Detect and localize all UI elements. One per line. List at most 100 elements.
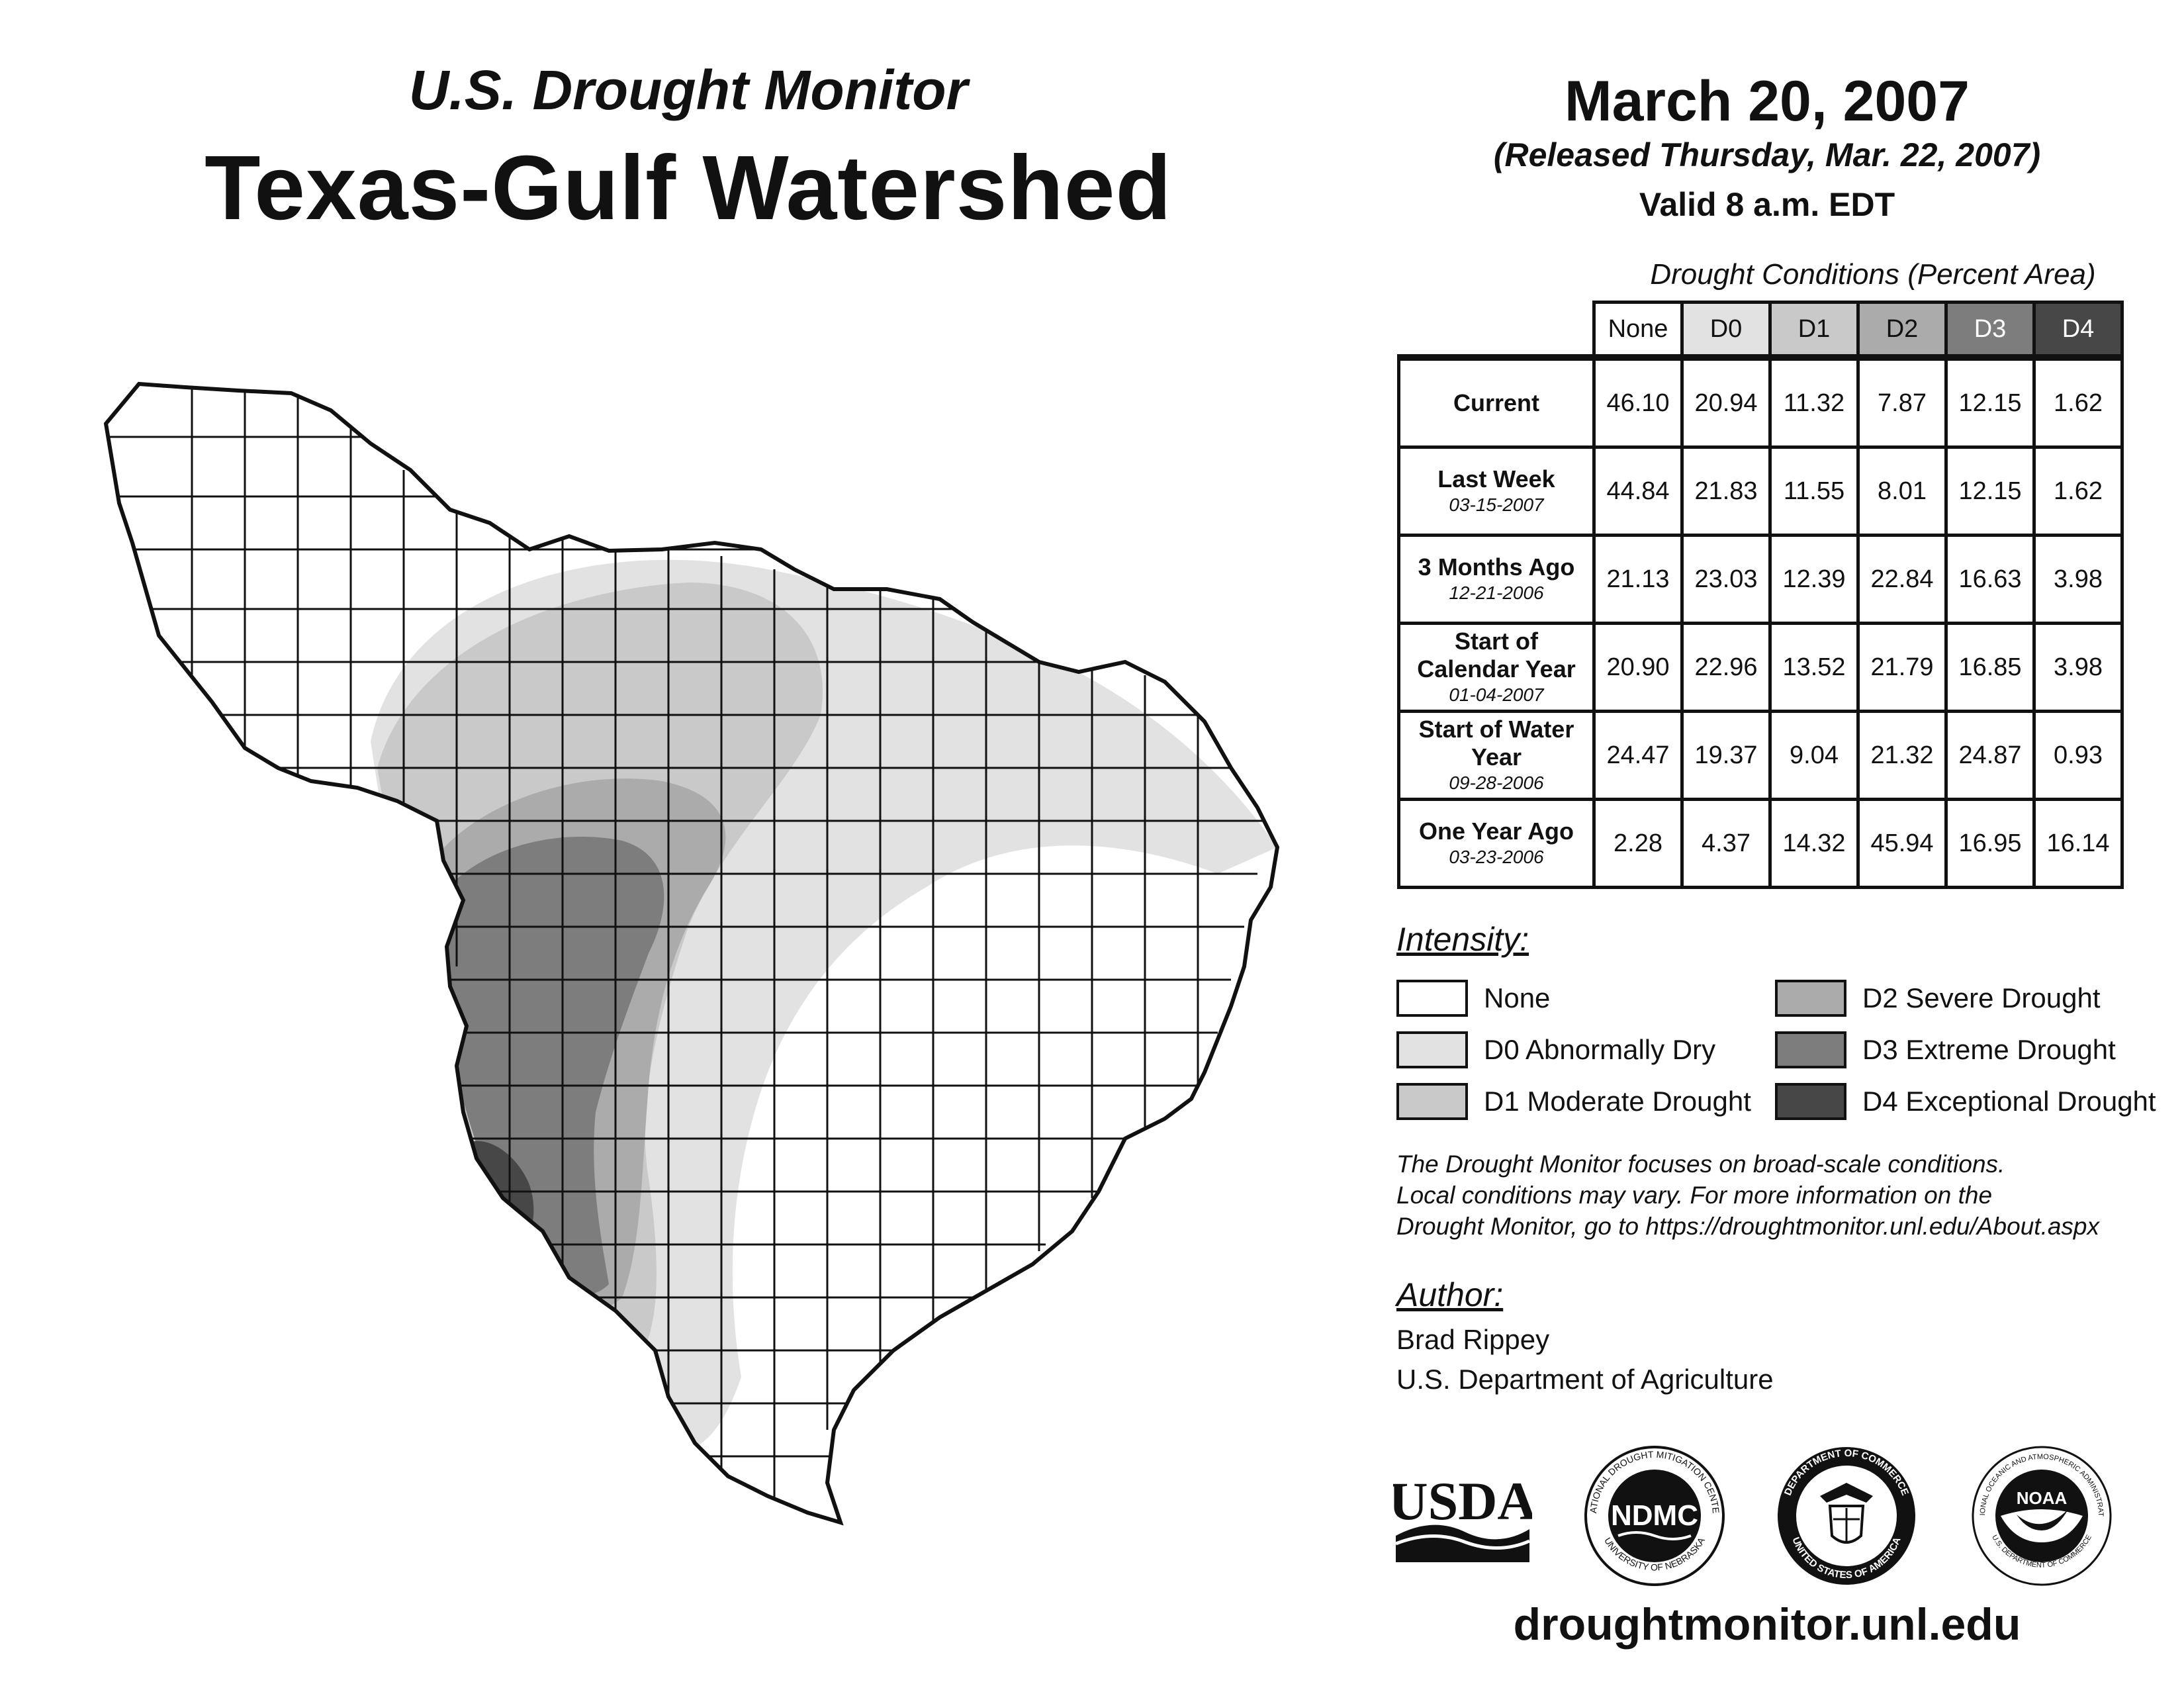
table-cell: 22.96 xyxy=(1680,622,1772,713)
table-cell: 13.52 xyxy=(1768,622,1860,713)
col-header-d0: D0 xyxy=(1680,301,1772,359)
legend-swatch xyxy=(1775,1083,1846,1120)
table-cell: 1.62 xyxy=(2032,354,2124,449)
ndmc-logo-text: NDMC xyxy=(1611,1499,1698,1532)
table-cell: 4.37 xyxy=(1680,798,1772,889)
table-cell: 20.90 xyxy=(1592,622,1684,713)
row-label: Start of Calendar Year 01-04-2007 xyxy=(1397,622,1596,713)
table-cell: 1.62 xyxy=(2032,445,2124,537)
row-label: One Year Ago 03-23-2006 xyxy=(1397,798,1596,889)
table-cell: 19.37 xyxy=(1680,710,1772,801)
website-url: droughtmonitor.unl.edu xyxy=(1513,1599,2021,1650)
row-date: 01-04-2007 xyxy=(1449,684,1544,705)
table-cell: 3.98 xyxy=(2032,534,2124,625)
table-cell: 45.94 xyxy=(1856,798,1948,889)
row-label: Current xyxy=(1397,354,1596,449)
usda-logo: USDA xyxy=(1393,1471,1532,1562)
row-title: Start of Water Year xyxy=(1418,716,1574,771)
table-header-row: None D0 D1 D2 D3 D4 xyxy=(1399,301,2124,359)
table-cell: 46.10 xyxy=(1592,354,1684,449)
table-cell: 16.63 xyxy=(1944,534,2036,625)
map-title: Texas-Gulf Watershed xyxy=(205,137,1172,239)
legend-swatch xyxy=(1396,1031,1468,1068)
legend-item-d1: D1 Moderate Drought xyxy=(1396,1082,1751,1121)
table-cell: 22.84 xyxy=(1856,534,1948,625)
author-heading: Author: xyxy=(1396,1276,1504,1313)
map-subtitle: U.S. Drought Monitor xyxy=(408,59,968,121)
legend-label: D2 Severe Drought xyxy=(1862,982,2101,1013)
table-cell: 20.94 xyxy=(1680,354,1772,449)
drought-conditions-table: None D0 D1 D2 D3 D4 Current 46.10 20.94 … xyxy=(1397,301,2124,889)
table-cell: 21.13 xyxy=(1592,534,1684,625)
row-title: Last Week xyxy=(1437,465,1555,492)
table-row: Last Week 03-15-2007 44.84 21.83 11.55 8.… xyxy=(1397,445,2124,537)
table-cell: 16.14 xyxy=(2032,798,2124,889)
legend-item-d4: D4 Exceptional Drought xyxy=(1775,1082,2156,1121)
col-header-d2: D2 xyxy=(1856,301,1948,359)
col-header-d4: D4 xyxy=(2032,301,2124,359)
row-title: 3 Months Ago xyxy=(1418,553,1575,581)
table-cell: 12.39 xyxy=(1768,534,1860,625)
legend-label: D3 Extreme Drought xyxy=(1862,1034,2116,1065)
table-row: 3 Months Ago 12-21-2006 21.13 23.03 12.39… xyxy=(1397,534,2124,625)
usda-logo-text: USDA xyxy=(1393,1471,1532,1531)
table-cell: 12.15 xyxy=(1944,354,2036,449)
table-row: Current 46.10 20.94 11.32 7.87 12.15 1.6… xyxy=(1397,354,2124,449)
table-cell: 11.32 xyxy=(1768,354,1860,449)
legend-label: None xyxy=(1484,982,1551,1013)
table-cell: 24.87 xyxy=(1944,710,2036,801)
valid-time: Valid 8 a.m. EDT xyxy=(1639,186,1895,223)
legend-item-d2: D2 Severe Drought xyxy=(1775,978,2101,1018)
row-title: One Year Ago xyxy=(1418,818,1574,845)
table-row: Start of Calendar Year 01-04-2007 20.90 2… xyxy=(1397,622,2124,713)
legend-item-d0: D0 Abnormally Dry xyxy=(1396,1030,1715,1070)
noaa-logo-text: NOAA xyxy=(2017,1488,2068,1508)
author-name: Brad Rippey xyxy=(1396,1324,1550,1355)
table-cell: 44.84 xyxy=(1592,445,1684,537)
legend-swatch xyxy=(1396,980,1468,1017)
table-row: Start of Water Year 09-28-2006 24.47 19.3… xyxy=(1397,710,2124,801)
table-caption: Drought Conditions (Percent Area) xyxy=(1650,258,2096,291)
drought-map xyxy=(93,371,1291,1542)
table-cell: 24.47 xyxy=(1592,710,1684,801)
map-date: March 20, 2007 xyxy=(1565,70,1970,133)
table-cell: 11.55 xyxy=(1768,445,1860,537)
table-cell: 0.93 xyxy=(2032,710,2124,801)
row-date: 12-21-2006 xyxy=(1449,583,1544,603)
table-cell: 16.95 xyxy=(1944,798,2036,889)
legend-swatch xyxy=(1775,1031,1846,1068)
table-cell: 14.32 xyxy=(1768,798,1860,889)
row-date: 03-23-2006 xyxy=(1449,847,1544,867)
table-corner xyxy=(1399,303,1594,358)
doc-logo: DEPARTMENT OF COMMERCE UNITED STATES OF … xyxy=(1778,1447,1915,1585)
col-header-none: None xyxy=(1592,301,1684,359)
row-title: Current xyxy=(1453,389,1539,416)
legend-label: D1 Moderate Drought xyxy=(1484,1086,1751,1117)
author-organization: U.S. Department of Agriculture xyxy=(1396,1364,1774,1395)
legend-label: D4 Exceptional Drought xyxy=(1862,1086,2156,1117)
row-label: Start of Water Year 09-28-2006 xyxy=(1397,710,1596,801)
row-label: Last Week 03-15-2007 xyxy=(1397,445,1596,537)
legend-item-d3: D3 Extreme Drought xyxy=(1775,1030,2116,1070)
row-label: 3 Months Ago 12-21-2006 xyxy=(1397,534,1596,625)
legend-title: Intensity: xyxy=(1396,921,1529,958)
table-cell: 2.28 xyxy=(1592,798,1684,889)
table-cell: 23.03 xyxy=(1680,534,1772,625)
noaa-logo: NATIONAL OCEANIC AND ATMOSPHERIC ADMINIS… xyxy=(1969,1443,2112,1586)
row-date: 09-28-2006 xyxy=(1449,773,1544,793)
table-cell: 9.04 xyxy=(1768,710,1860,801)
table-cell: 21.83 xyxy=(1680,445,1772,537)
disclaimer-line: The Drought Monitor focuses on broad-sca… xyxy=(1396,1150,2005,1178)
legend-label: D0 Abnormally Dry xyxy=(1484,1034,1716,1065)
table-cell: 7.87 xyxy=(1856,354,1948,449)
disclaimer-line: Drought Monitor, go to https://droughtmo… xyxy=(1396,1213,2099,1240)
table-cell: 16.85 xyxy=(1944,622,2036,713)
disclaimer: The Drought Monitor focuses on broad-sca… xyxy=(1396,1149,2177,1242)
table-cell: 12.15 xyxy=(1944,445,2036,537)
table-cell: 3.98 xyxy=(2032,622,2124,713)
col-header-d3: D3 xyxy=(1944,301,2036,359)
legend-swatch xyxy=(1396,1083,1468,1120)
disclaimer-line: Local conditions may vary. For more info… xyxy=(1396,1182,1993,1209)
table-cell: 8.01 xyxy=(1856,445,1948,537)
table-row: One Year Ago 03-23-2006 2.28 4.37 14.32 4… xyxy=(1397,798,2124,889)
